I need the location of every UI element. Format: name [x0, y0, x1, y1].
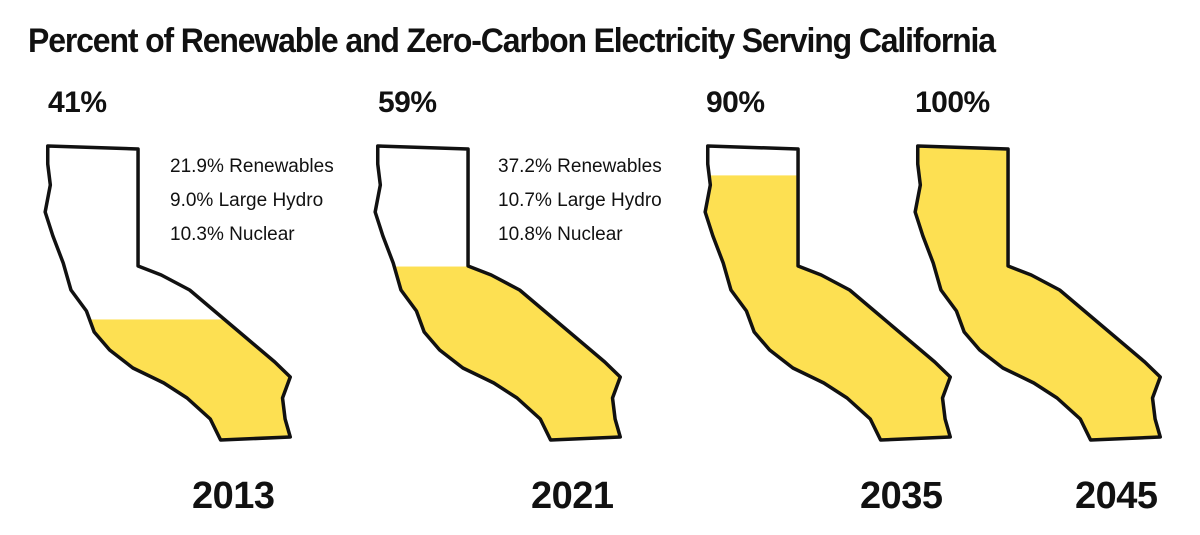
breakdown-2013: 21.9% Renewables 9.0% Large Hydro 10.3% …: [170, 150, 334, 252]
breakdown-item: 21.9% Renewables: [170, 156, 334, 177]
year-label-2035: 2035: [860, 475, 943, 517]
breakdown-item: 9.0% Large Hydro: [170, 190, 324, 211]
percent-label-2045: 100%: [915, 86, 990, 119]
california-outline-2035: [705, 146, 950, 440]
percent-label-2021: 59%: [378, 86, 437, 119]
breakdown-item: 10.3% Nuclear: [170, 224, 295, 245]
breakdown-2021: 37.2% Renewables 10.7% Large Hydro 10.8%…: [498, 150, 662, 252]
year-label-2013: 2013: [192, 475, 275, 517]
fill-bar-2013: [45, 319, 291, 441]
fill-bar-2021: [375, 266, 621, 441]
year-label-2045: 2045: [1075, 475, 1158, 517]
california-outline-2021: [375, 146, 620, 440]
california-outline-2013: [45, 146, 290, 440]
breakdown-item: 10.8% Nuclear: [498, 224, 623, 245]
breakdown-item: 37.2% Renewables: [498, 156, 662, 177]
percent-label-2013: 41%: [48, 86, 107, 119]
breakdown-item: 10.7% Large Hydro: [498, 190, 662, 211]
year-label-2021: 2021: [531, 475, 614, 517]
fill-bar-2045: [915, 146, 1161, 441]
chart-title: Percent of Renewable and Zero-Carbon Ele…: [28, 22, 996, 60]
california-outline-2045: [915, 146, 1160, 440]
percent-label-2035: 90%: [706, 86, 765, 119]
